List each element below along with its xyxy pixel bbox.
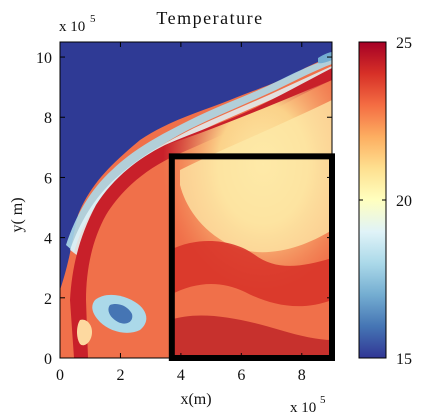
x-multiplier: x 10 5 — [290, 394, 326, 415]
colorbar-tick-label: 20 — [396, 193, 412, 210]
x-multiplier-base: x 10 — [290, 400, 316, 415]
y-tick-label: 6 — [44, 170, 52, 187]
colorbar-ticks: 15 20 25 — [359, 35, 412, 368]
y-axis-ticks: 0 2 4 6 8 10 — [36, 50, 332, 368]
y-multiplier: x 10 5 — [59, 13, 96, 35]
x-tick-label: 4 — [177, 367, 185, 384]
y-tick-label: 4 — [44, 231, 52, 248]
colorbar-tick-label: 15 — [396, 351, 412, 368]
y-axis-label: y( m) — [9, 197, 26, 232]
y-tick-label: 8 — [44, 110, 52, 127]
colorbar-tick-label: 25 — [396, 35, 412, 52]
x-tick-label: 8 — [298, 367, 306, 384]
heatmap-field — [60, 42, 332, 358]
x-axis-ticks: 0 2 4 6 8 — [56, 42, 306, 384]
x-tick-label: 6 — [237, 367, 245, 384]
y-tick-label: 2 — [44, 291, 52, 308]
y-multiplier-base: x 10 — [59, 19, 85, 35]
y-tick-label: 10 — [36, 50, 52, 67]
x-axis-label: x(m) — [180, 391, 211, 408]
y-multiplier-exponent: 5 — [90, 13, 96, 25]
x-tick-label: 2 — [116, 367, 124, 384]
x-multiplier-exponent: 5 — [320, 394, 326, 406]
x-tick-label: 0 — [56, 367, 64, 384]
colorbar — [358, 41, 387, 359]
chart-title: Temperature — [156, 8, 263, 28]
plot-frame — [59, 41, 333, 359]
y-tick-label: 0 — [44, 351, 52, 368]
